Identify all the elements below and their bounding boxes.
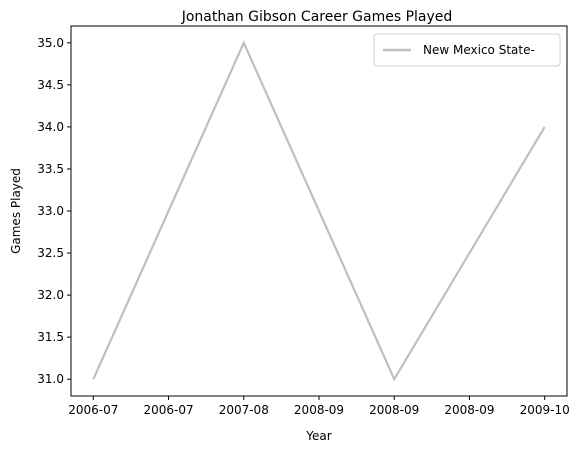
chart-title: Jonathan Gibson Career Games Played (181, 9, 453, 25)
y-axis-label: Games Played (9, 168, 23, 254)
y-tick-label: 34.0 (37, 120, 64, 134)
y-tick-label: 32.5 (37, 246, 64, 260)
y-tick-label: 33.0 (37, 204, 64, 218)
y-tick-label: 34.5 (37, 78, 64, 92)
y-tick-label: 32.0 (37, 288, 64, 302)
y-tick-label: 33.5 (37, 162, 64, 176)
x-tick-label: 2006-07 (68, 403, 118, 417)
x-tick-label: 2008-09 (369, 403, 419, 417)
y-tick-label: 31.5 (37, 330, 64, 344)
series-layer (92, 40, 546, 382)
legend-box (373, 33, 561, 67)
legend: New Mexico State- (373, 33, 561, 67)
y-tick-label: 35.0 (37, 36, 64, 50)
y-axis-ticks: 31.0 31.5 32.0 32.5 33.0 33.5 34.0 34.5 35.0 (37, 36, 71, 386)
x-axis-ticks: 2006-07 2006-07 2007-08 2008-09 2008-09 2008-… (68, 396, 570, 417)
x-tick-label: 2009-10 (520, 403, 570, 417)
x-tick-label: 2008-09 (444, 403, 494, 417)
x-tick-label: 2008-09 (294, 403, 344, 417)
legend-label: New Mexico State- (423, 43, 535, 57)
x-tick-label: 2007-08 (219, 403, 269, 417)
y-tick-label: 31.0 (37, 372, 64, 386)
x-tick-label: 2006-07 (143, 403, 193, 417)
series-line-0 (92, 40, 546, 382)
x-axis-label: Year (305, 429, 331, 443)
plot-area: 31.0 31.5 32.0 32.5 33.0 33.5 34.0 34.5 35.0 200… (37, 25, 570, 417)
